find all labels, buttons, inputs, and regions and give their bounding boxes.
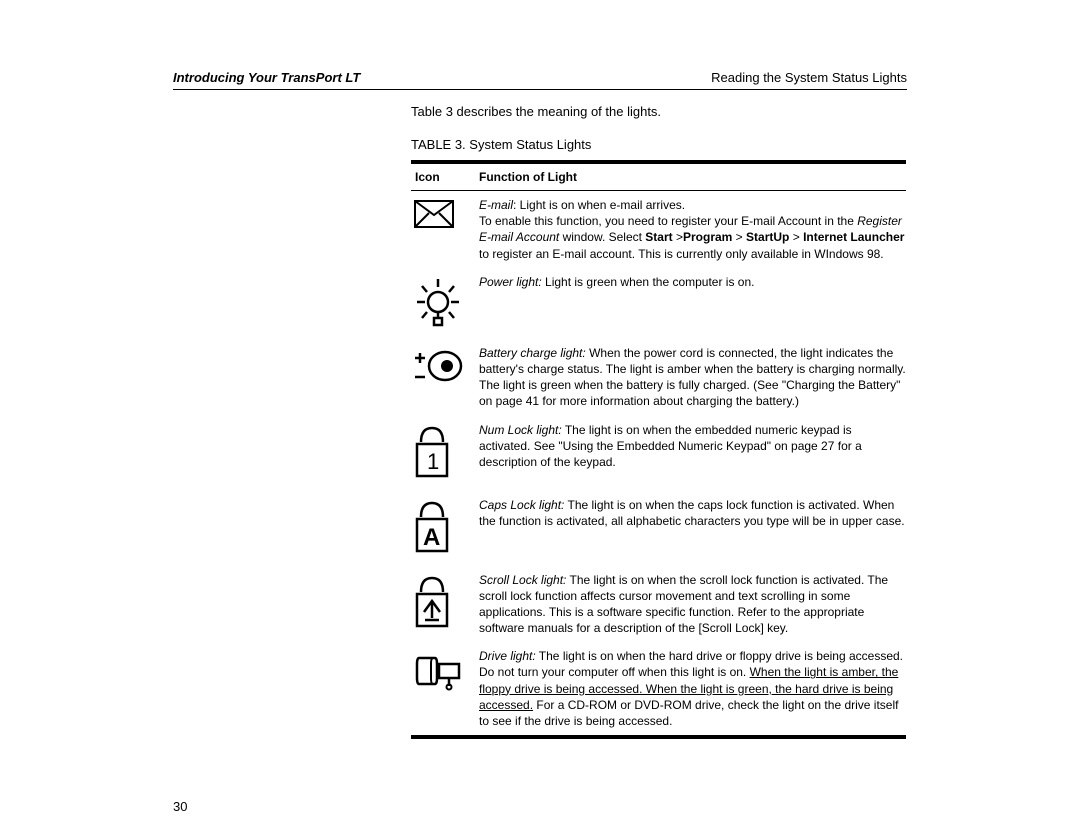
description-cell: Drive light: The light is on when the ha… — [479, 648, 906, 729]
description-cell: Caps Lock light: The light is on when th… — [479, 497, 906, 529]
icon-cell: A — [411, 497, 479, 560]
caps-lock-icon: A — [413, 499, 451, 555]
icon-cell — [411, 197, 479, 234]
description-cell: E-mail: Light is on when e-mail arrives.… — [479, 197, 906, 262]
icon-cell — [411, 345, 479, 390]
power-light-icon — [413, 276, 463, 328]
table-row: 1 Num Lock light: The light is on when t… — [411, 416, 906, 491]
document-page: Introducing Your TransPort LT Reading th… — [0, 0, 1080, 769]
email-icon — [413, 199, 455, 229]
description-cell: Battery charge light: When the power cor… — [479, 345, 906, 410]
header-left: Introducing Your TransPort LT — [173, 70, 360, 85]
scroll-lock-icon — [413, 574, 451, 630]
icon-cell: 1 — [411, 422, 479, 485]
table-header-row: Icon Function of Light — [411, 164, 906, 191]
icon-cell — [411, 274, 479, 333]
table-row: Drive light: The light is on when the ha… — [411, 642, 906, 735]
table-row: Scroll Lock light: The light is on when … — [411, 566, 906, 643]
col-header-icon: Icon — [411, 170, 479, 184]
description-cell: Scroll Lock light: The light is on when … — [479, 572, 906, 637]
description-cell: Power light: Light is green when the com… — [479, 274, 906, 290]
table-row: E-mail: Light is on when e-mail arrives.… — [411, 191, 906, 268]
drive-light-icon — [413, 650, 465, 692]
table-row: Battery charge light: When the power cor… — [411, 339, 906, 416]
num-lock-icon: 1 — [413, 424, 451, 480]
battery-charge-icon — [413, 347, 465, 385]
status-lights-table: Icon Function of Light E-mail: Light is … — [411, 160, 906, 739]
svg-text:1: 1 — [427, 449, 439, 474]
col-header-function: Function of Light — [479, 170, 577, 184]
icon-cell — [411, 572, 479, 635]
description-cell: Num Lock light: The light is on when the… — [479, 422, 906, 471]
table-row: Power light: Light is green when the com… — [411, 268, 906, 339]
svg-text:A: A — [423, 524, 440, 551]
table-caption: TABLE 3. System Status Lights — [173, 137, 907, 152]
header-row: Introducing Your TransPort LT Reading th… — [173, 70, 907, 90]
icon-cell — [411, 648, 479, 697]
table-row: A Caps Lock light: The light is on when … — [411, 491, 906, 566]
page-number: 30 — [173, 799, 187, 814]
header-right: Reading the System Status Lights — [711, 70, 907, 85]
intro-text: Table 3 describes the meaning of the lig… — [173, 104, 907, 119]
